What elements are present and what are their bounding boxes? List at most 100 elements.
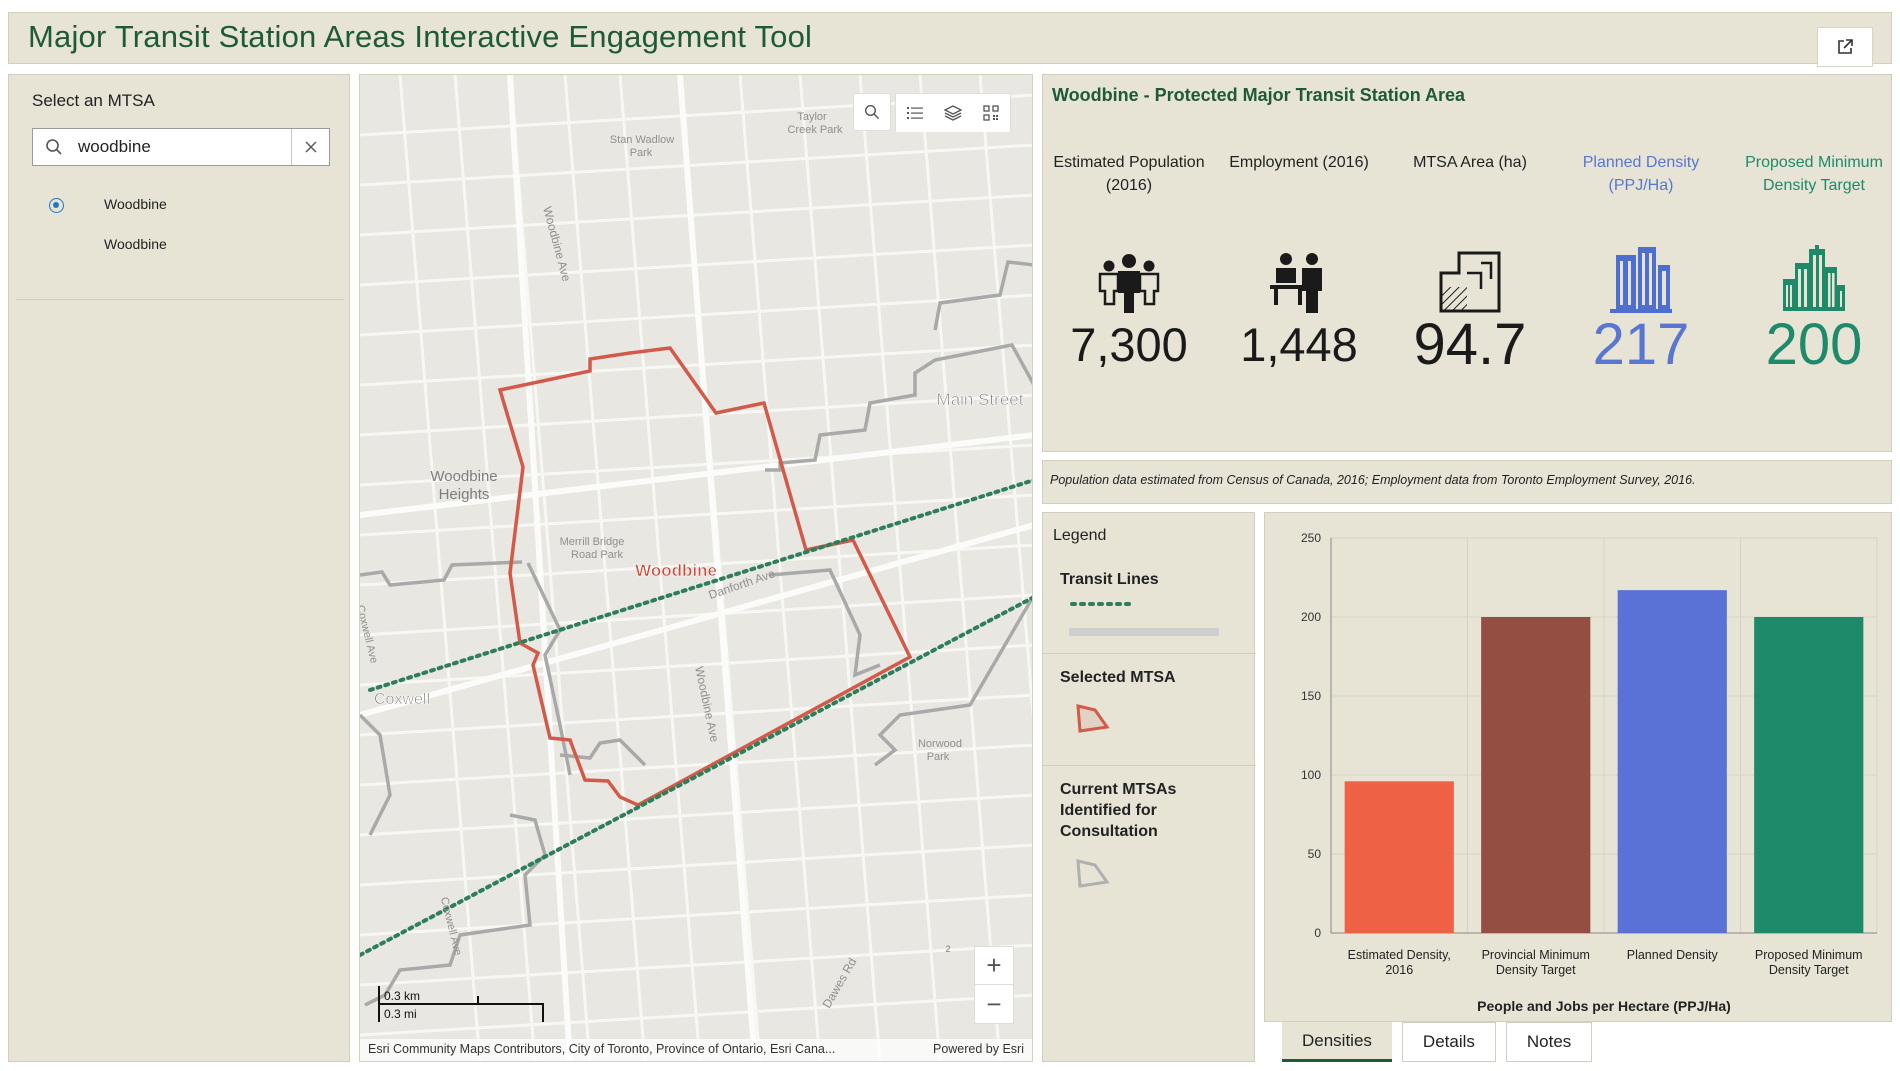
x-tick-label: Planned Density [1627, 948, 1719, 962]
current-mtsas-outline [360, 260, 1032, 1007]
selected-mtsa-outline[interactable] [497, 346, 913, 807]
layers-icon [944, 105, 962, 121]
map-label-woodbine-selected: Woodbine [635, 561, 717, 580]
zoom-control: + − [974, 946, 1014, 1024]
legend-title: Legend [1053, 527, 1107, 544]
map-label-main-street-station: Main Street [937, 390, 1024, 409]
map-label-norwood-park: Park [927, 751, 950, 763]
map-label-woodbine-ave: Woodbine Ave [540, 205, 574, 283]
layers-button[interactable] [934, 94, 972, 132]
x-tick-label: Provincial Minimum [1482, 948, 1590, 962]
tab-details[interactable]: Details [1401, 1022, 1496, 1062]
chart-bar [1344, 781, 1454, 933]
map-label-dawes-rd: Dawes Rd [820, 956, 860, 1011]
map-toolbar [853, 93, 1011, 132]
x-tick-label: Density Target [1496, 963, 1576, 977]
close-icon [305, 141, 316, 153]
density-chart-panel: 0 50 100 150 200 250 Estimated Density, 2016 Pro… [1264, 512, 1892, 1022]
map-search-button[interactable] [853, 93, 891, 131]
stat-label: Employment (2016) [1229, 154, 1369, 171]
y-tick-label: 150 [1301, 689, 1321, 703]
current-mtsa-symbol [1076, 859, 1110, 888]
map-label-merrill-bridge-park: Road Park [571, 549, 623, 561]
selected-mtsa-symbol [1076, 704, 1110, 733]
scale-km: 0.3 km [384, 989, 420, 1003]
legend-panel: Legend Transit Lines Selected MTSA Curre… [1042, 512, 1256, 1062]
stat-proposed-minimum-density: Proposed Minimum Density Target [1729, 151, 1899, 378]
x-tick-label: Density Target [1769, 963, 1849, 977]
stat-label: Proposed Minimum Density Target [1745, 154, 1883, 194]
result-item-woodbine-1[interactable]: Woodbine [32, 185, 332, 225]
chart-bar [1754, 617, 1864, 933]
x-axis-label: People and Jobs per Hectare (PPJ/Ha) [1477, 998, 1731, 1014]
powered-by-esri[interactable]: Powered by Esri [932, 1042, 1024, 1056]
zoom-out-button[interactable]: − [986, 988, 1002, 1019]
legend-transit-lines-label: Transit Lines [1060, 571, 1159, 588]
map-label-coxwell-station: Coxwell [374, 691, 430, 708]
legend-button[interactable] [896, 94, 934, 132]
zoom-in-button[interactable]: + [975, 947, 1013, 985]
y-tick-label: 50 [1308, 847, 1322, 861]
stat-value: 217 [1592, 312, 1690, 377]
floor-plan-icon [1439, 251, 1501, 313]
attribution-text[interactable]: Esri Community Maps Contributors, City o… [368, 1042, 836, 1056]
stat-employment: Employment (2016) 1,448 [1219, 151, 1379, 372]
y-tick-label: 100 [1301, 768, 1321, 782]
map-label-woodbine-heights: Heights [439, 486, 490, 503]
map-attribution: Esri Community Maps Contributors, City o… [360, 1039, 1032, 1061]
divider [1043, 765, 1256, 766]
legend-current-mtsas-label: Current MTSAs Identified for Consultatio… [1060, 781, 1177, 840]
major-roads [360, 75, 1032, 1061]
divider [1043, 653, 1256, 654]
stat-label: Estimated Population (2016) [1053, 154, 1205, 194]
clear-search-button[interactable] [291, 129, 329, 165]
stat-value: 200 [1765, 312, 1863, 377]
stat-value: 7,300 [1070, 318, 1188, 371]
divider [16, 299, 344, 300]
transit-line-symbol [1069, 602, 1219, 636]
tab-densities[interactable]: Densities [1282, 1022, 1392, 1062]
people-group-icon [1098, 254, 1160, 313]
transit-lines [360, 478, 1032, 957]
select-mtsa-label: Select an MTSA [32, 91, 155, 110]
x-tick-label: 2016 [1385, 963, 1413, 977]
map-label-taylor-creek-park: Creek Park [787, 124, 843, 136]
x-tick-label: Proposed Minimum [1755, 948, 1863, 962]
panel-tabs: Densities Details Notes [1282, 1022, 1593, 1062]
map-view[interactable]: Taylor Creek Park Stan Wadlow Park Merrill… [359, 74, 1033, 1062]
map-label-taylor-creek-park: Taylor [797, 111, 827, 123]
data-source-note: Population data estimated from Census of… [1050, 473, 1696, 487]
open-in-new-window-button[interactable] [1817, 27, 1873, 67]
mtsa-search-input[interactable] [78, 136, 278, 158]
map-tool-group [895, 93, 1011, 132]
result-label: Woodbine [104, 196, 167, 212]
map-label-woodbine-ave: Woodbine Ave [692, 665, 722, 743]
city-buildings-icon [1783, 245, 1845, 311]
y-tick-label: 200 [1301, 610, 1321, 624]
mtsa-selector-panel: Select an MTSA Woodbine Woodbine [8, 74, 350, 1062]
map-label-route-shield: 2 [945, 944, 950, 954]
list-icon [907, 107, 923, 119]
mtsa-search-box [32, 128, 330, 166]
app-title: Major Transit Station Areas Interactive … [28, 19, 813, 54]
chart-bar [1617, 590, 1727, 933]
stat-planned-density: Planned Density (PPJ/Ha) 217 [1561, 151, 1721, 378]
y-tick-label: 0 [1314, 926, 1321, 940]
radio-selected-icon[interactable] [49, 198, 64, 213]
stat-mtsa-area: MTSA Area (ha) 94.7 [1390, 151, 1550, 378]
data-source-note-panel: Population data estimated from Census of… [1042, 460, 1892, 504]
result-item-woodbine-2[interactable]: Woodbine [32, 225, 332, 265]
tab-notes[interactable]: Notes [1505, 1022, 1593, 1062]
qr-code-button[interactable] [972, 94, 1010, 132]
scale-mi: 0.3 mi [384, 1007, 417, 1021]
stat-value: 1,448 [1240, 318, 1358, 371]
app-header: Major Transit Station Areas Interactive … [8, 12, 1892, 67]
mtsa-info-panel: Woodbine - Protected Major Transit Stati… [1042, 74, 1892, 452]
stat-label: MTSA Area (ha) [1413, 154, 1527, 171]
x-tick-label: Estimated Density, [1348, 948, 1451, 962]
map-label-coxwell-ave: Coxwell Ave [438, 896, 464, 957]
search-icon [864, 104, 879, 119]
stat-value: 94.7 [1413, 312, 1527, 377]
mtsa-title: Woodbine - Protected Major Transit Stati… [1052, 85, 1466, 105]
